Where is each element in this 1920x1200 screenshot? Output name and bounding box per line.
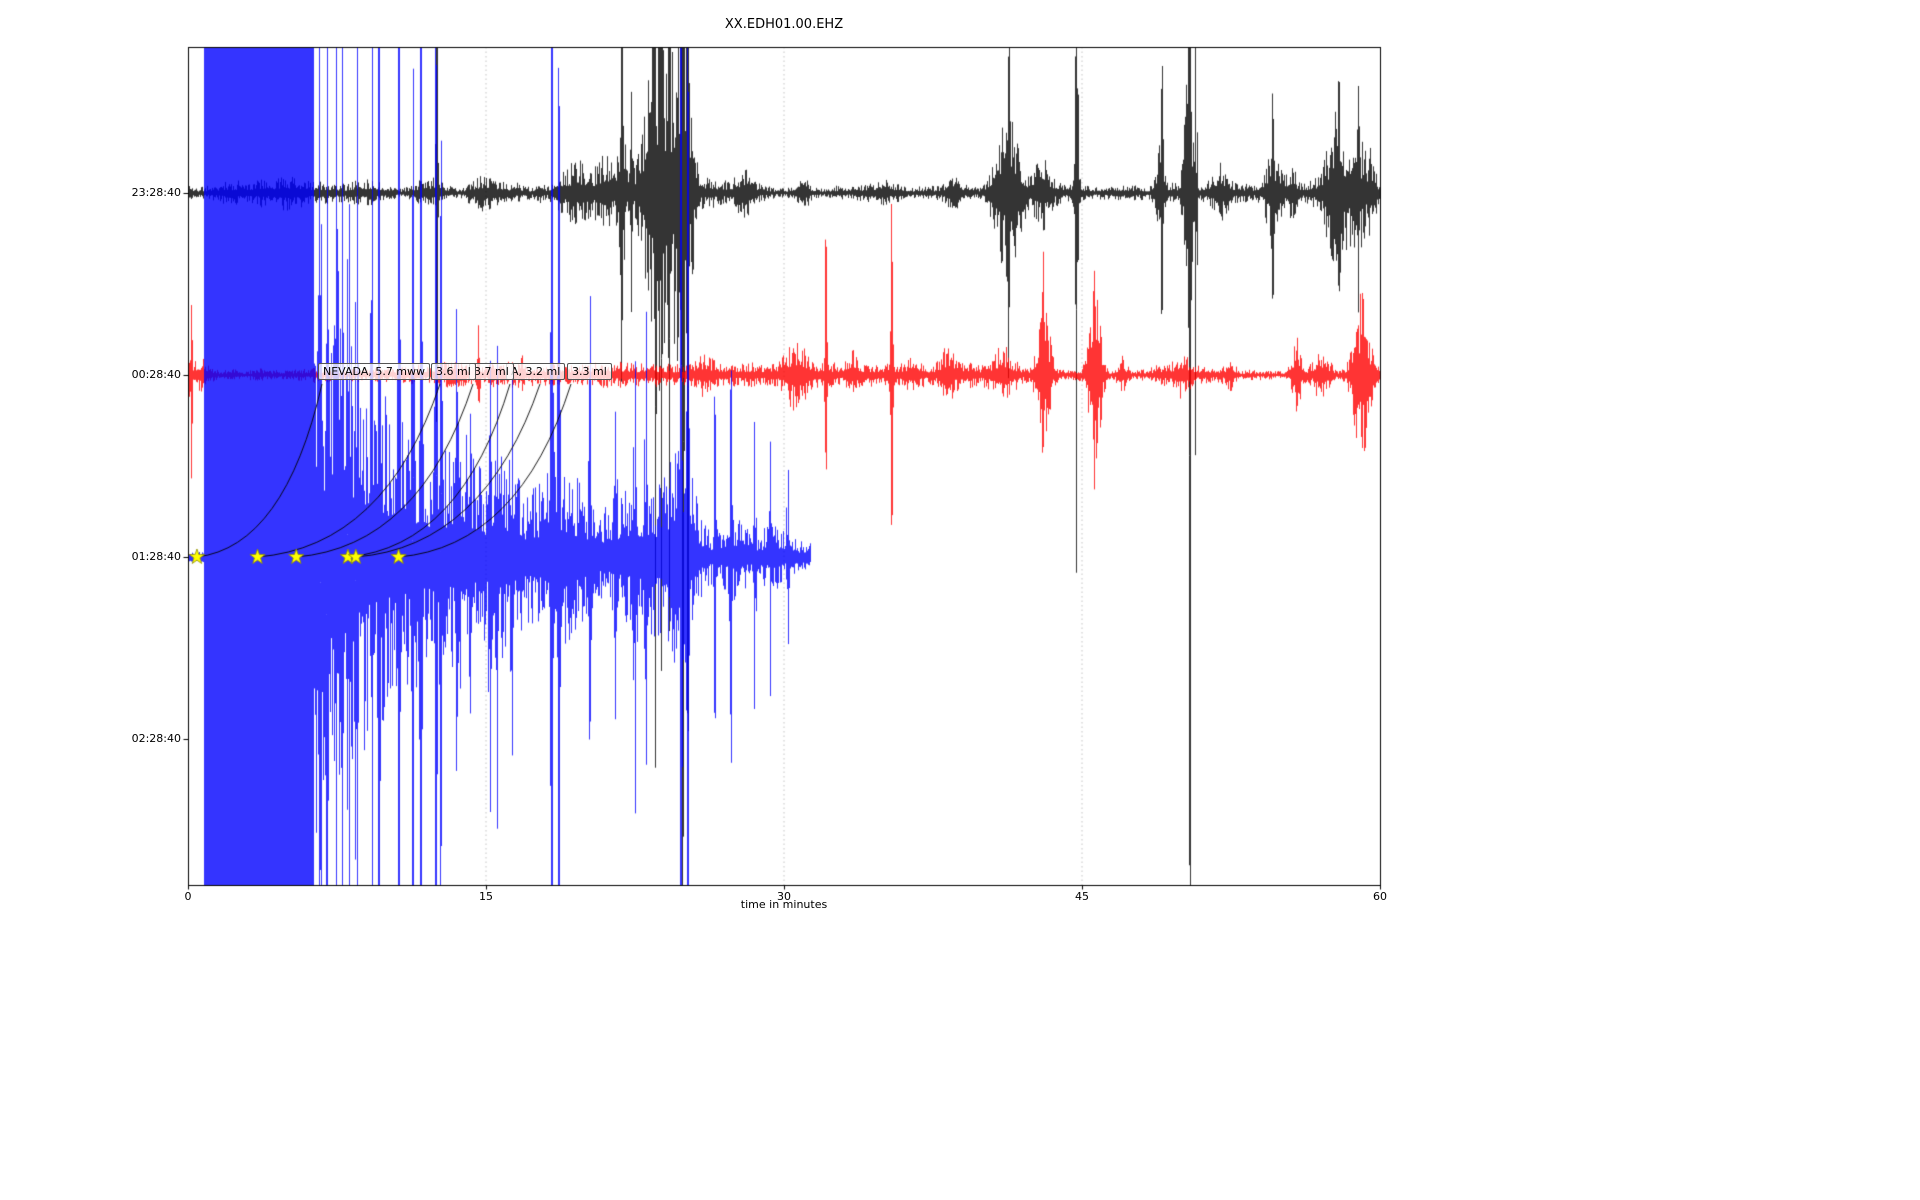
x-tick-label: 15 (479, 890, 493, 903)
x-tick-label: 60 (1373, 890, 1387, 903)
y-tick-label: 23:28:40 (131, 186, 181, 199)
y-tick-label: 00:28:40 (131, 368, 181, 381)
event-label: NEVADA, 5.7 mww (318, 363, 431, 380)
y-tick-label: 02:28:40 (131, 732, 181, 745)
event-label: 3.3 ml (567, 363, 612, 380)
event-label: 3.7 ml (469, 363, 514, 380)
chart-title: XX.EDH01.00.EHZ (724, 17, 844, 32)
event-label: 3.6 ml (431, 363, 476, 380)
x-axis-label: time in minutes (740, 898, 828, 911)
x-tick-label: 0 (184, 890, 192, 903)
event-label: A, 3.2 ml (506, 363, 566, 380)
x-tick-label: 45 (1075, 890, 1089, 903)
x-tick-label: 30 (777, 890, 791, 903)
y-tick-label: 01:28:40 (131, 550, 181, 563)
